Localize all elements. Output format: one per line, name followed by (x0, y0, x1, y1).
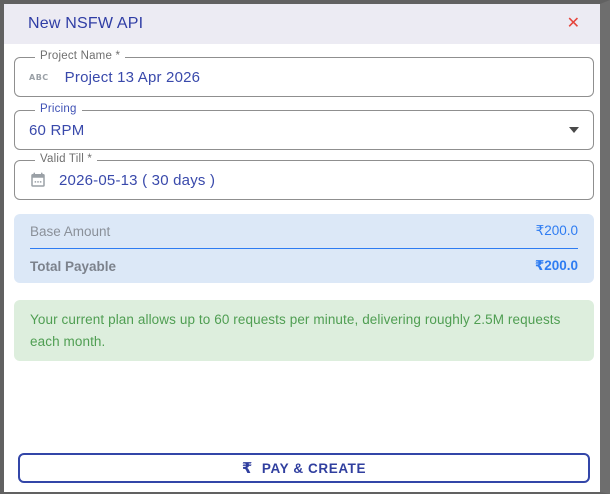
dialog-title: New NSFW API (28, 15, 144, 32)
plan-notice: Your current plan allows up to 60 reques… (14, 300, 594, 362)
total-payable-value: ₹200.0 (534, 258, 578, 273)
close-icon[interactable]: ✕ (566, 15, 580, 32)
amount-summary: Base Amount ₹200.0 Total Payable ₹200.0 (14, 214, 594, 283)
valid-till-label: Valid Till * (35, 153, 98, 165)
chevron-down-icon (569, 127, 579, 133)
pricing-select[interactable]: Pricing 60 RPM (14, 103, 594, 150)
base-amount-value: ₹200.0 (535, 223, 578, 238)
rupee-icon: ₹ (241, 459, 253, 477)
base-amount-label: Base Amount (30, 223, 111, 239)
total-payable-label: Total Payable (30, 258, 117, 274)
dialog-body: Project Name * ABC Project 13 Apr 2026 P… (4, 44, 600, 492)
dialog-header: New NSFW API ✕ (4, 4, 600, 44)
project-name-field[interactable]: Project Name * ABC Project 13 Apr 2026 (14, 50, 594, 97)
valid-till-field[interactable]: Valid Till * 2026-05-13 ( 30 days ) (14, 153, 594, 200)
pay-and-create-button[interactable]: ₹ PAY & CREATE (18, 453, 590, 483)
abc-text-icon: ABC (29, 72, 49, 82)
calendar-icon (29, 171, 47, 189)
pricing-value: 60 RPM (29, 121, 85, 139)
pricing-label: Pricing (35, 103, 82, 115)
summary-divider (30, 248, 578, 249)
project-name-value: Project 13 Apr 2026 (64, 68, 201, 86)
project-name-label: Project Name * (35, 50, 126, 62)
total-payable-row: Total Payable ₹200.0 (30, 249, 578, 283)
valid-till-value: 2026-05-13 ( 30 days ) (59, 171, 216, 189)
base-amount-row: Base Amount ₹200.0 (30, 214, 578, 248)
pay-button-label: PAY & CREATE (261, 460, 367, 476)
